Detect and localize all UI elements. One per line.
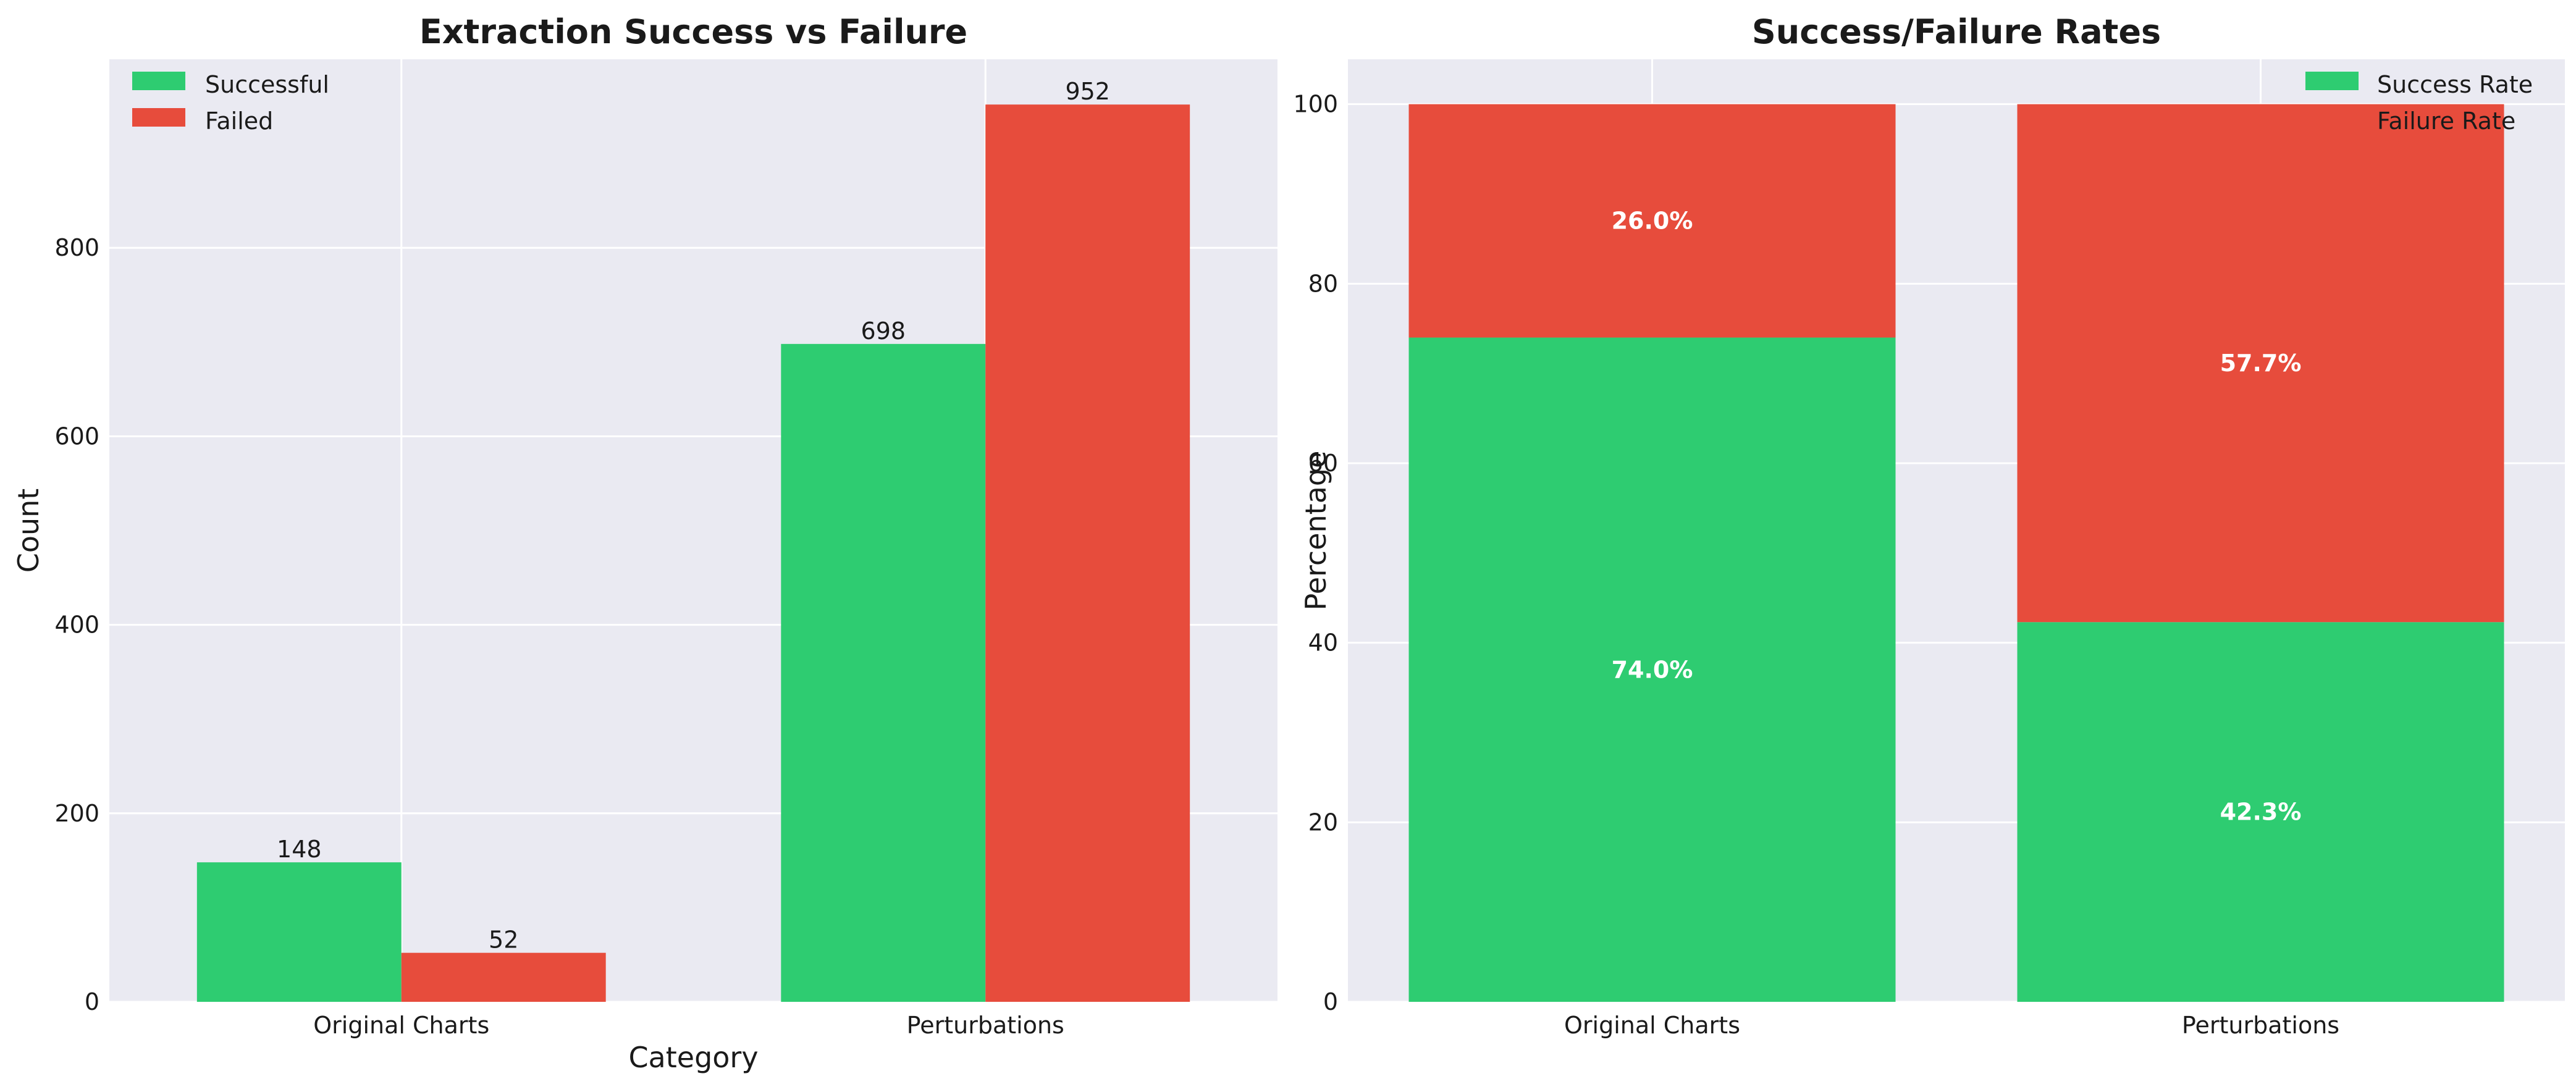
right-y-axis-label: Percentage xyxy=(1299,451,1332,611)
left-value-labels: 148 698 52 952 xyxy=(277,78,1110,953)
value-label-successful-original-charts: 148 xyxy=(277,836,322,863)
left-chart: 148 698 52 952 0 200 400 600 800 Original Chart… xyxy=(12,12,1277,1074)
right-legend: Success Rate Failure Rate xyxy=(2305,71,2533,135)
bar-success-rate-original-charts xyxy=(1408,337,1896,1002)
right-chart: 74.0% 42.3% 26.0% 57.7% 0 20 40 60 80 100 Origin… xyxy=(1293,12,2565,1039)
left-x-tick-label-original-charts: Original Charts xyxy=(313,1012,489,1039)
left-y-tick-label: 600 xyxy=(54,422,99,450)
left-x-tick-label-perturbations: Perturbations xyxy=(907,1012,1064,1039)
left-x-axis-label: Category xyxy=(628,1041,758,1074)
bar-failed-perturbations xyxy=(985,104,1190,1002)
right-y-tick-label: 80 xyxy=(1308,270,1338,297)
left-y-ticks: 0 200 400 600 800 xyxy=(54,234,99,1015)
right-x-tick-label-original-charts: Original Charts xyxy=(1564,1012,1740,1039)
bar-failure-rate-original-charts xyxy=(1408,104,1896,338)
right-y-tick-label: 40 xyxy=(1308,629,1338,657)
right-y-tick-label: 100 xyxy=(1293,91,1338,118)
right-y-tick-label: 60 xyxy=(1308,450,1338,477)
bar-failed-original-charts xyxy=(401,952,606,1002)
value-label-success-rate-original-charts: 74.0% xyxy=(1612,656,1693,683)
right-y-ticks: 0 20 40 60 80 100 xyxy=(1293,91,1338,1015)
value-label-successful-perturbations: 698 xyxy=(861,317,906,345)
left-y-tick-label: 400 xyxy=(54,611,99,639)
value-label-failure-rate-perturbations: 57.7% xyxy=(2220,350,2302,377)
value-label-failed-original-charts: 52 xyxy=(489,926,518,954)
left-chart-title: Extraction Success vs Failure xyxy=(419,12,967,51)
bar-successful-perturbations xyxy=(781,343,986,1002)
right-y-tick-label: 0 xyxy=(1323,988,1338,1015)
value-label-success-rate-perturbations: 42.3% xyxy=(2220,799,2302,826)
bar-failure-rate-perturbations xyxy=(2017,104,2504,623)
left-legend-label-successful: Successful xyxy=(205,71,329,98)
right-x-tick-label-perturbations: Perturbations xyxy=(2182,1012,2339,1039)
right-legend-swatch-success-rate xyxy=(2305,72,2359,90)
left-legend-swatch-successful xyxy=(132,72,185,90)
bar-success-rate-perturbations xyxy=(2017,622,2504,1002)
left-bars xyxy=(196,104,1190,1002)
value-label-failure-rate-original-charts: 26.0% xyxy=(1612,208,1693,235)
right-legend-label-failure-rate: Failure Rate xyxy=(2377,107,2515,135)
left-legend-label-failed: Failed xyxy=(205,107,273,135)
left-legend-swatch-failed xyxy=(132,108,185,127)
bar-successful-original-charts xyxy=(196,862,402,1002)
right-legend-label-success-rate: Success Rate xyxy=(2377,71,2533,98)
left-y-axis-label: Count xyxy=(12,489,45,573)
left-y-tick-label: 200 xyxy=(54,800,99,827)
right-bars xyxy=(1408,104,2504,1002)
right-y-tick-label: 20 xyxy=(1308,808,1338,836)
right-chart-title: Success/Failure Rates xyxy=(1752,12,2161,51)
right-x-ticks: Original Charts Perturbations xyxy=(1564,1012,2339,1039)
left-x-ticks: Original Charts Perturbations xyxy=(313,1012,1064,1039)
right-legend-swatch-failure-rate xyxy=(2305,108,2359,127)
value-label-failed-perturbations: 952 xyxy=(1065,78,1110,105)
right-value-labels: 74.0% 42.3% 26.0% 57.7% xyxy=(1612,208,2302,826)
left-legend: Successful Failed xyxy=(132,71,329,135)
left-y-tick-label: 0 xyxy=(85,988,99,1015)
left-y-tick-label: 800 xyxy=(54,234,99,261)
